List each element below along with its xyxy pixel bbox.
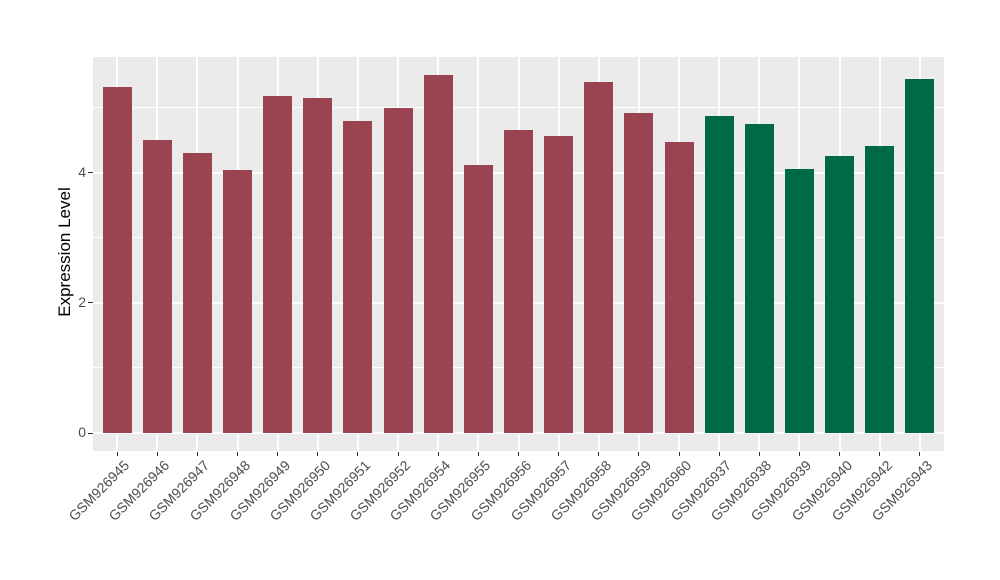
y-tick-mark xyxy=(88,302,93,304)
bar-GSM926942 xyxy=(865,146,895,433)
x-tick-mark xyxy=(919,452,921,456)
x-tick-mark xyxy=(758,452,760,456)
y-tick-label: 4 xyxy=(78,163,86,180)
bar-GSM926939 xyxy=(784,169,814,433)
x-tick-mark xyxy=(196,452,198,456)
x-tick-mark xyxy=(116,452,118,456)
bar-GSM926960 xyxy=(664,141,694,433)
x-tick-mark xyxy=(678,452,680,456)
x-tick-mark xyxy=(156,452,158,456)
x-tick-mark xyxy=(598,452,600,456)
bar-GSM926943 xyxy=(905,78,935,433)
x-tick-mark xyxy=(357,452,359,456)
y-tick-label: 0 xyxy=(78,424,86,441)
x-tick-mark xyxy=(638,452,640,456)
y-tick-mark xyxy=(88,432,93,434)
y-axis-title: Expression Level xyxy=(55,187,74,317)
bar-GSM926946 xyxy=(142,139,172,433)
bar-GSM926959 xyxy=(624,113,654,433)
bar-GSM926956 xyxy=(504,130,533,433)
x-tick-mark xyxy=(277,452,279,456)
bar-GSM926952 xyxy=(383,108,413,433)
bar-GSM926955 xyxy=(463,165,493,433)
y-tick-label: 2 xyxy=(78,293,86,310)
bar-GSM926947 xyxy=(182,152,212,433)
x-tick-mark xyxy=(397,452,399,456)
y-tick-mark xyxy=(88,172,93,173)
x-tick-mark xyxy=(477,452,479,456)
bar-GSM926945 xyxy=(102,87,132,433)
x-tick-mark xyxy=(798,452,800,456)
bar-GSM926954 xyxy=(423,75,453,433)
x-tick-mark xyxy=(879,452,881,456)
x-tick-mark xyxy=(518,452,519,456)
x-tick-mark xyxy=(437,452,439,456)
bar-GSM926937 xyxy=(704,115,734,433)
x-tick-mark xyxy=(317,452,319,456)
bar-GSM926958 xyxy=(584,81,614,433)
bar-GSM926949 xyxy=(263,96,293,433)
bar-GSM926957 xyxy=(544,136,574,433)
chart-panel xyxy=(93,57,944,451)
x-tick-mark xyxy=(718,452,720,456)
bar-GSM926940 xyxy=(825,155,855,433)
x-tick-mark xyxy=(839,452,841,456)
bar-GSM926938 xyxy=(744,124,774,433)
x-tick-mark xyxy=(558,452,560,456)
bar-GSM926951 xyxy=(343,121,373,433)
bar-GSM926948 xyxy=(223,169,253,433)
bar-GSM926950 xyxy=(303,98,333,433)
x-tick-mark xyxy=(237,452,239,456)
